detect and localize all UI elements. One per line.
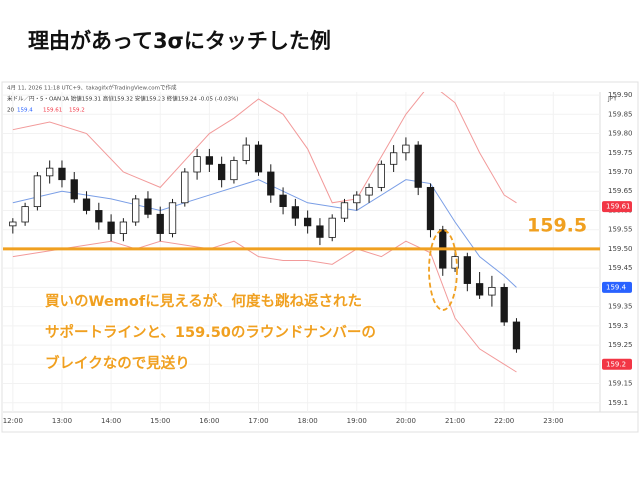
candle-body (267, 171, 275, 196)
y-tick-label: 159.45 (608, 264, 633, 272)
annotation: 買いのWemofに見えるが、何度も跳ね返された (45, 292, 362, 310)
credit: 4月 11, 2026 11:18 UTC+9、takagifxがTrading… (7, 84, 177, 92)
x-tick-label: 20:00 (396, 417, 416, 425)
chart-frame (1, 81, 639, 433)
annotation: ブレイクなので見送り (45, 354, 190, 372)
candle-body (316, 225, 324, 238)
candle-body (58, 167, 66, 181)
y-tick-label: 159.35 (608, 303, 633, 311)
x-tick-label: 14:00 (101, 417, 121, 425)
candle-body (463, 256, 471, 284)
candle-body (414, 144, 422, 188)
candle-body (21, 206, 29, 223)
candle-body (33, 175, 42, 208)
price-label: 159.2 (606, 360, 626, 368)
indicator-value: 159.61 (43, 108, 62, 114)
hline-label: 159.5 (527, 214, 587, 236)
x-tick-label: 19:00 (347, 417, 367, 425)
candle-body (119, 221, 128, 234)
candle-body (70, 179, 78, 200)
x-tick-label: 12:00 (3, 417, 23, 425)
candle-body (291, 206, 300, 219)
x-tick-label: 22:00 (494, 417, 514, 425)
x-tick-label: 15:00 (150, 417, 170, 425)
candle-body (279, 194, 287, 208)
candle-body (144, 198, 152, 215)
symbol-info: 米ドル／円・5・OANDA 始値159.31 高値159.32 安値159.23… (7, 95, 238, 103)
candle-body (168, 202, 177, 234)
x-tick-label: 17:00 (248, 417, 268, 425)
price-label-box (602, 201, 632, 213)
candle-body (340, 202, 349, 219)
candle-body (230, 160, 238, 181)
y-tick-label: 159.85 (608, 110, 633, 118)
candle-body (451, 256, 459, 269)
y-tick-label: 159.3 (608, 322, 628, 330)
price-label: 159.61 (606, 203, 631, 211)
y-tick-label: 159.80 (608, 130, 633, 138)
candle-body (353, 194, 361, 204)
candle-body (242, 144, 250, 161)
y-tick-label: 159.70 (608, 168, 633, 176)
slide-title: 理由があって3σにタッチした例 (28, 29, 331, 53)
y-tick-label: 159.50 (608, 245, 633, 253)
candle-body (218, 163, 226, 181)
candle-body (156, 213, 164, 234)
candle-body (132, 198, 140, 223)
candle-body (488, 286, 496, 296)
candle-body (205, 156, 214, 165)
y-tick-label: 159.65 (608, 187, 633, 195)
candle-body (9, 221, 17, 227)
y-tick-label: 159.25 (608, 341, 633, 349)
price-label: 159.4 (606, 283, 627, 291)
candle-body (303, 217, 312, 227)
candle-body (377, 163, 385, 188)
price-label-box (602, 281, 632, 293)
annotation: サポートラインと、159.50のラウンドナンバーの (45, 323, 376, 341)
y-tick-label: 159.1 (608, 399, 628, 407)
price-label-box (602, 358, 632, 370)
candle-body (475, 283, 484, 296)
candle-body (365, 186, 373, 196)
indicator-period: 20 (7, 108, 14, 114)
y-tick-label: 159.75 (608, 149, 633, 157)
band-line (12, 179, 517, 288)
highlight-ellipse (428, 229, 458, 311)
candle-body (389, 152, 398, 165)
candle-body (193, 156, 201, 173)
candle-body (46, 167, 54, 177)
x-tick-label: 23:00 (543, 417, 563, 425)
indicator-value: 159.2 (69, 108, 85, 114)
candle-body (107, 221, 115, 234)
candle-body (82, 198, 91, 211)
x-tick-label: 21:00 (445, 417, 465, 425)
candle-body (512, 321, 521, 350)
band-line (12, 92, 517, 204)
candle-body (95, 210, 103, 223)
x-tick-label: 13:00 (52, 417, 72, 425)
candle-body (328, 217, 336, 238)
y-tick-label: 159.15 (608, 380, 633, 388)
candle-body (254, 144, 263, 173)
candle-body (500, 286, 508, 323)
y-tick-label: 159.90 (608, 91, 633, 99)
x-tick-label: 18:00 (298, 417, 318, 425)
candle-body (402, 144, 410, 154)
candle-body (181, 171, 189, 204)
currency: JPY (607, 96, 617, 103)
indicator-value: 159.4 (17, 108, 33, 114)
y-tick-label: 159.55 (608, 226, 633, 234)
candle-body (426, 186, 435, 231)
x-tick-label: 16:00 (199, 417, 219, 425)
